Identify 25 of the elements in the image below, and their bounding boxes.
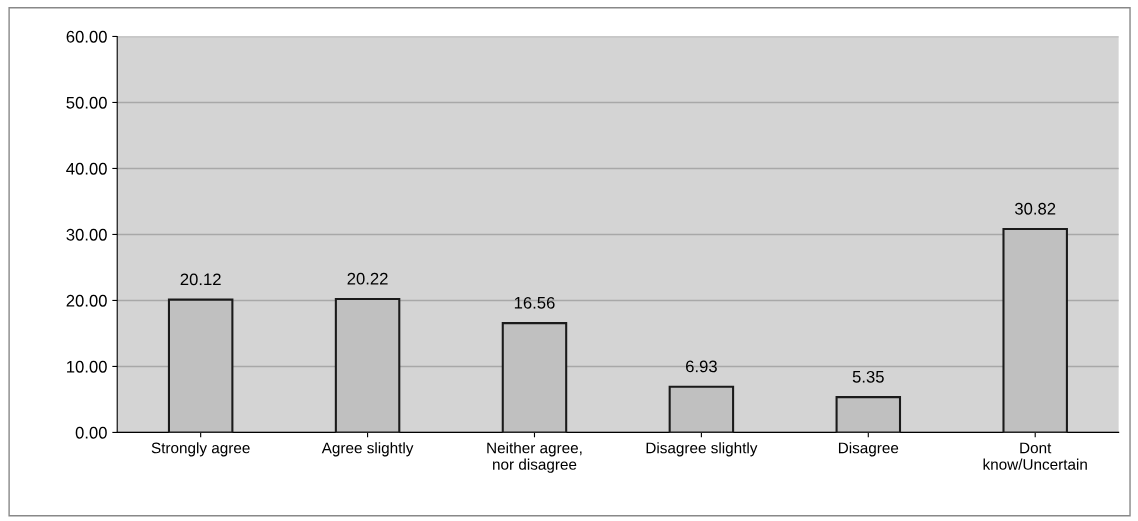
data-label: 16.56 <box>514 296 555 309</box>
x-tick-label: Strongly agree <box>151 442 250 457</box>
data-label: 30.82 <box>1014 202 1056 215</box>
y-tick-label: 20.00 <box>66 294 107 307</box>
bar <box>167 298 234 433</box>
data-label: 5.35 <box>852 370 884 383</box>
bar <box>501 322 568 433</box>
y-tick-label: 30.00 <box>66 228 107 241</box>
data-label: 6.93 <box>686 360 717 373</box>
x-tick-label: Agree slightly <box>321 442 414 457</box>
x-tick-label: Dont know/Uncertain <box>983 442 1087 470</box>
data-label: 20.12 <box>180 273 221 286</box>
y-tick-label: 10.00 <box>67 360 107 373</box>
x-tick-label: Disagree slightly <box>646 442 758 457</box>
bar <box>334 297 401 433</box>
y-tick-label: 60.00 <box>66 30 107 43</box>
y-tick-label: 50.00 <box>66 96 107 109</box>
bar <box>1002 228 1068 433</box>
data-label: 20.22 <box>347 272 388 285</box>
y-tick-label: 40.00 <box>66 162 107 175</box>
y-tick-label: 0.00 <box>75 426 107 439</box>
bar <box>668 385 735 433</box>
x-tick-label: Neither agree, nor disagree <box>487 442 582 473</box>
bar <box>835 396 902 433</box>
x-tick-label: Disagree <box>838 442 899 457</box>
